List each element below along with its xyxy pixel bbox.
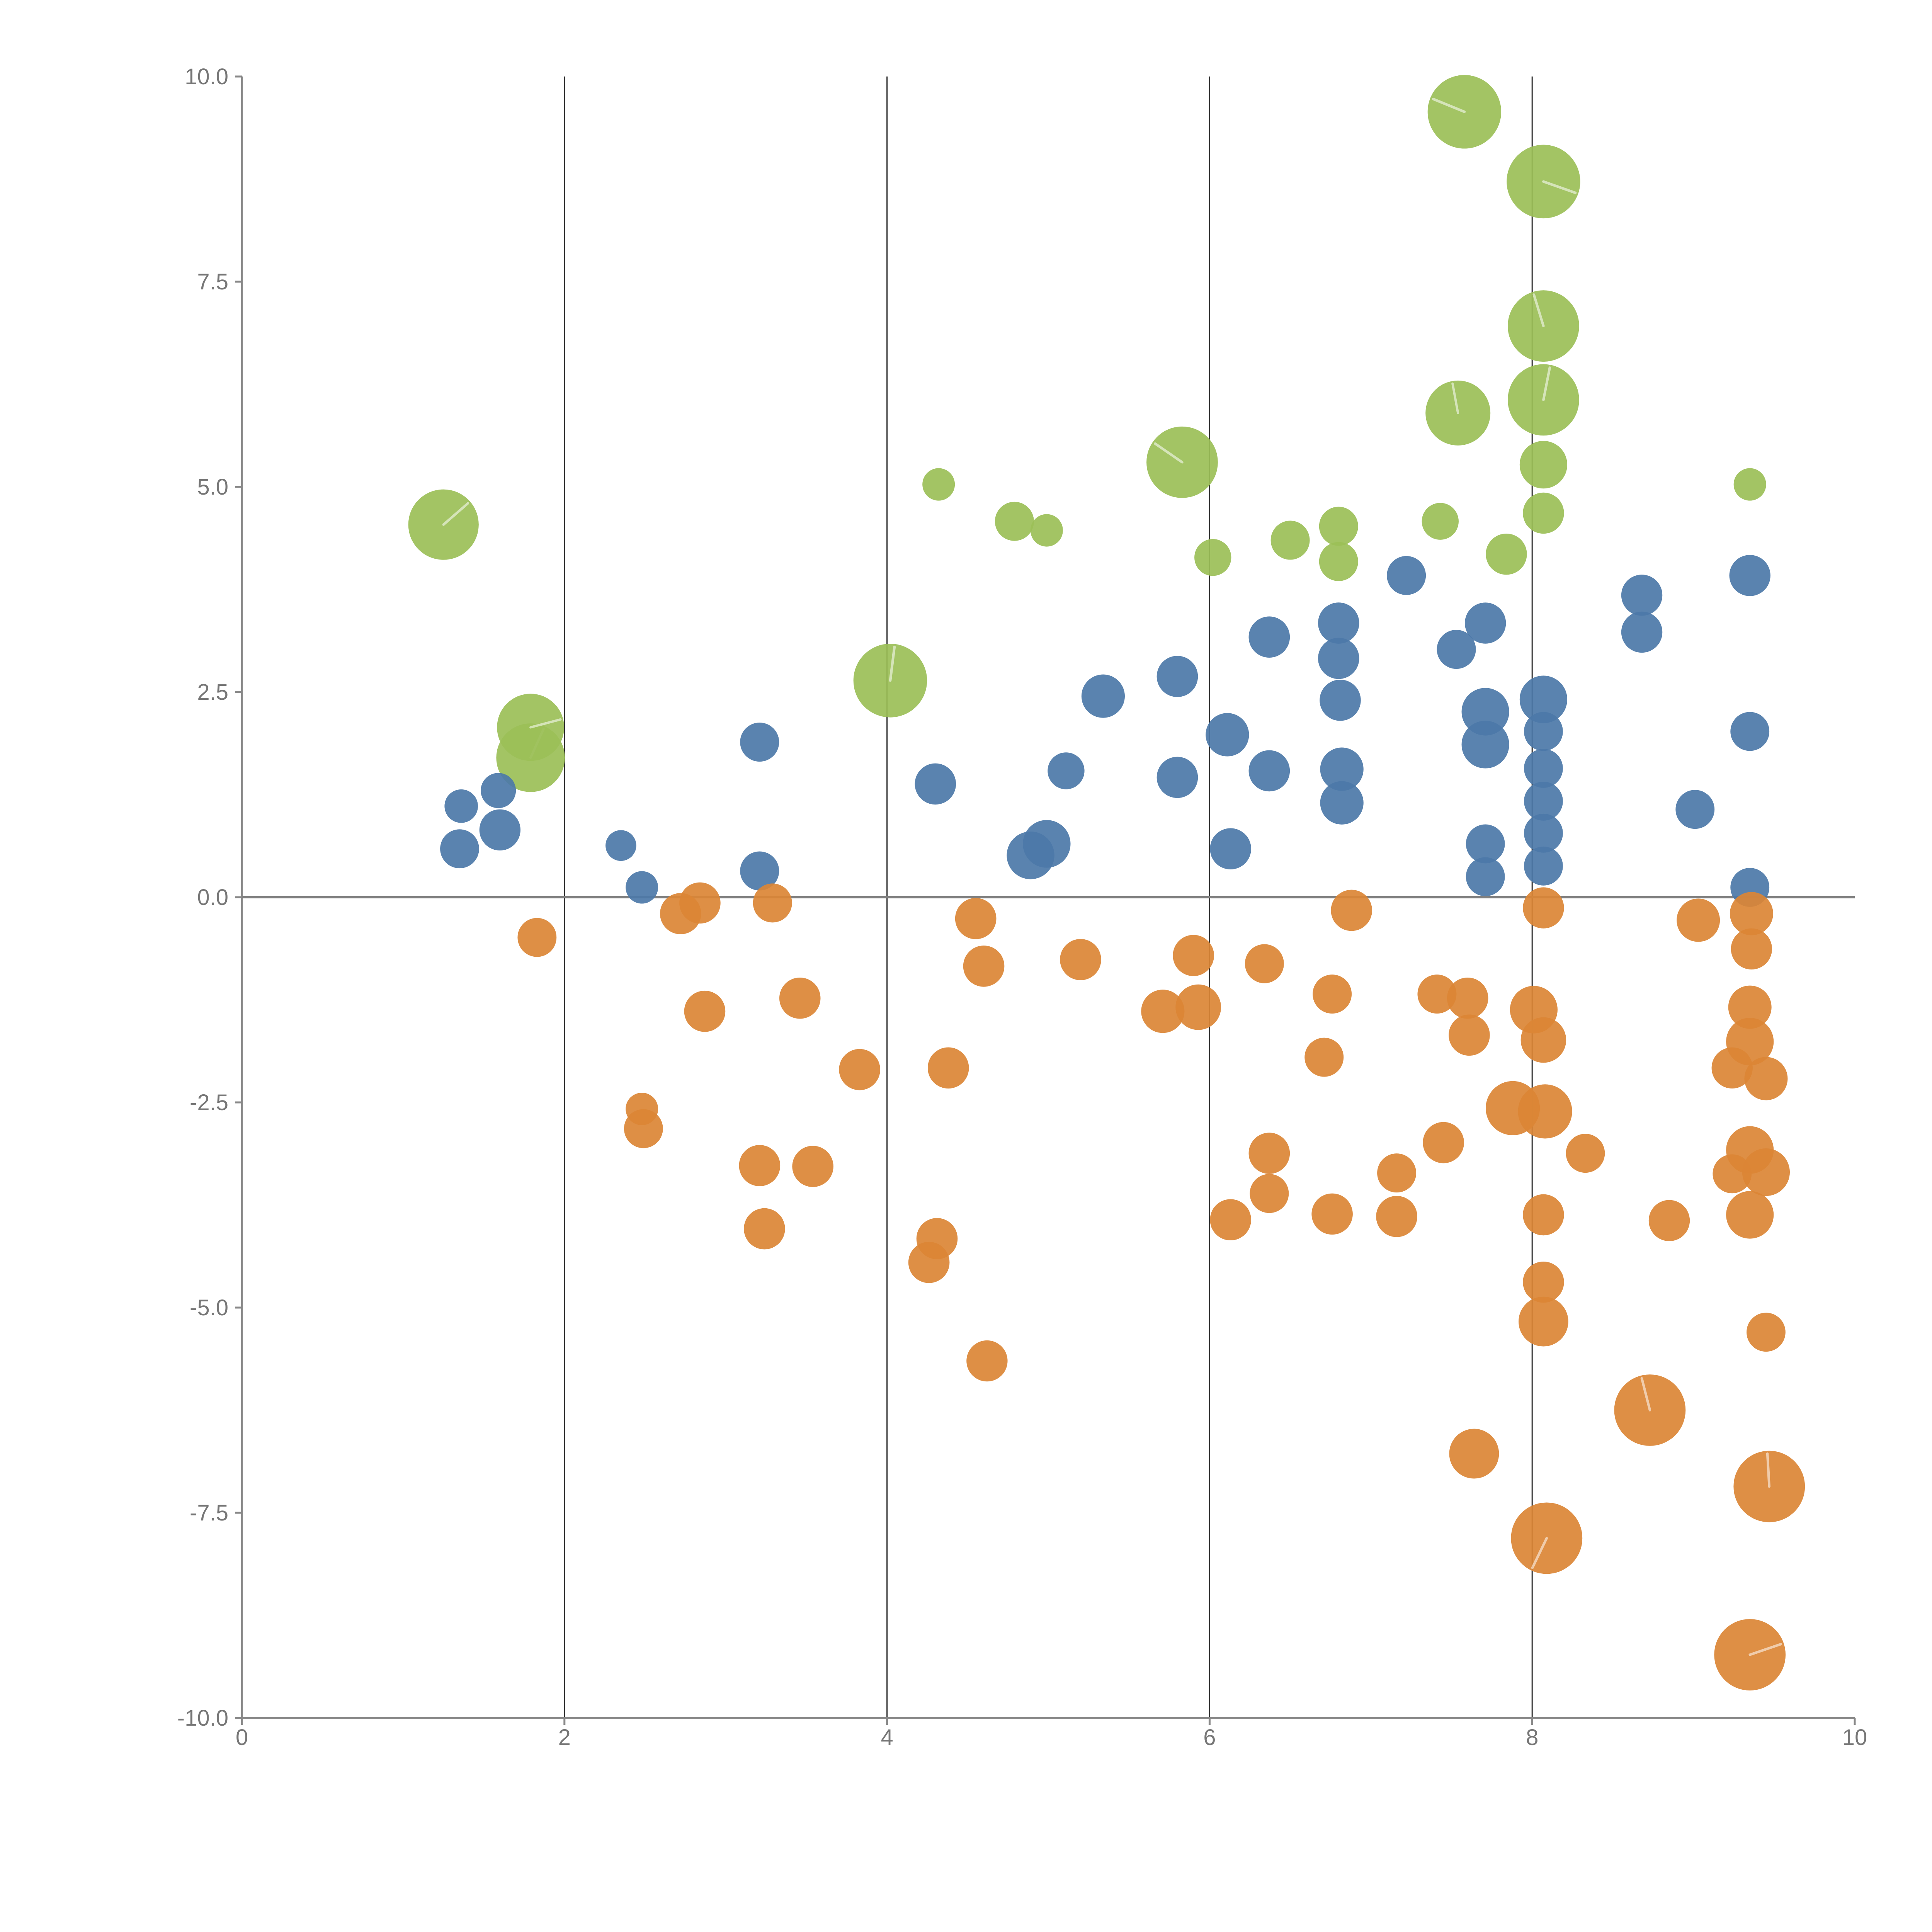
svg-text:-5.0: -5.0 (190, 1295, 228, 1320)
svg-text:4: 4 (881, 1725, 893, 1750)
svg-text:6: 6 (1203, 1725, 1216, 1750)
svg-text:5.0: 5.0 (197, 474, 228, 500)
svg-text:10.0: 10.0 (185, 64, 228, 89)
svg-text:-7.5: -7.5 (190, 1500, 228, 1526)
svg-text:10: 10 (1842, 1725, 1867, 1750)
svg-text:2.5: 2.5 (197, 680, 228, 705)
svg-text:-2.5: -2.5 (190, 1090, 228, 1115)
svg-text:0.0: 0.0 (197, 885, 228, 910)
svg-text:8: 8 (1526, 1725, 1538, 1750)
svg-text:7.5: 7.5 (197, 269, 228, 294)
svg-text:-10.0: -10.0 (177, 1706, 228, 1731)
svg-text:0: 0 (236, 1725, 248, 1750)
svg-text:2: 2 (558, 1725, 571, 1750)
